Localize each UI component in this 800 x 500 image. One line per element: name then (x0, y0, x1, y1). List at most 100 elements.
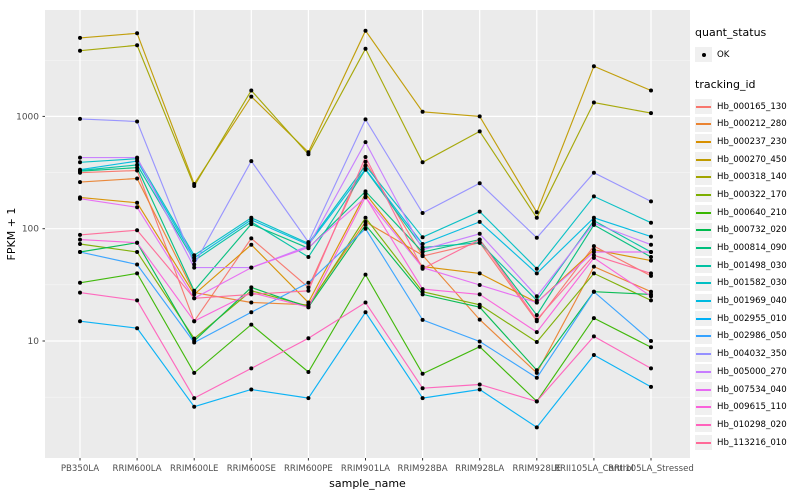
legend-key (695, 328, 712, 344)
line-swatch-icon (696, 370, 711, 373)
data-point (534, 317, 539, 322)
x-axis: PB350LA RRIM600LA RRIM600LE RRIM600SE RRIM60… (61, 458, 694, 474)
data-point (477, 237, 482, 242)
legend-item-Hb_001498_030: Hb_001498_030 (695, 257, 799, 275)
data-point (534, 300, 539, 305)
line-swatch-icon (696, 423, 711, 426)
data-point (192, 370, 197, 375)
data-point (363, 155, 368, 159)
data-point (306, 370, 311, 374)
data-point (78, 196, 82, 201)
data-point (78, 319, 82, 324)
legend-item-Hb_000318_140: Hb_000318_140 (695, 168, 799, 186)
y-tick-label: 1000 (16, 112, 39, 122)
line-swatch-icon (696, 300, 711, 303)
legend-item-label: Hb_001498_030 (717, 260, 787, 271)
line-swatch-icon (696, 140, 711, 143)
legend-key (695, 293, 712, 309)
data-point (534, 425, 539, 430)
data-point (249, 236, 254, 241)
data-point (135, 168, 140, 173)
data-point (420, 242, 425, 246)
data-point (649, 250, 653, 254)
data-point (249, 300, 254, 305)
data-point (477, 387, 482, 392)
data-point (78, 180, 82, 185)
data-point (534, 210, 539, 215)
data-point (135, 176, 140, 181)
data-point (306, 288, 311, 293)
data-point (534, 266, 539, 271)
data-point (192, 319, 197, 324)
data-point (249, 94, 254, 99)
data-point (534, 340, 539, 344)
line-swatch-icon (696, 282, 711, 285)
data-point (363, 189, 368, 194)
data-point (192, 296, 197, 301)
data-point (192, 262, 197, 267)
legend-key (695, 116, 712, 132)
data-point (192, 292, 197, 297)
data-point (477, 129, 482, 134)
data-point (534, 330, 539, 335)
legend-item-Hb_001969_040: Hb_001969_040 (695, 292, 799, 310)
data-point (649, 234, 653, 239)
legend-key (695, 47, 712, 63)
data-point (591, 334, 596, 339)
x-tick-label: RRIM600LA (113, 464, 162, 474)
legend-key (695, 311, 712, 327)
legend-key (695, 240, 712, 256)
data-point (477, 219, 482, 224)
data-point (420, 160, 425, 165)
legend-item-label: Hb_009615_110 (717, 402, 787, 413)
data-point (477, 283, 482, 287)
data-point (649, 242, 653, 247)
data-point (135, 326, 140, 331)
data-point (135, 159, 140, 164)
data-point (192, 396, 197, 401)
line-swatch-icon (696, 176, 711, 179)
legend-key (695, 346, 712, 362)
data-point (477, 240, 482, 245)
data-point (135, 155, 140, 160)
data-point (591, 64, 596, 69)
legend-item-label: Hb_000212_280 (717, 119, 787, 130)
data-point (420, 371, 425, 376)
legend-item-label: Hb_002986_050 (717, 331, 787, 342)
legend-quant-section: quant_status OK (695, 26, 799, 64)
legend-item-label: Hb_000165_130 (717, 101, 787, 112)
legend-item-label: Hb_002955_010 (717, 313, 787, 324)
data-point (249, 310, 254, 315)
data-point (363, 215, 368, 220)
data-point (649, 339, 653, 343)
x-tick-label: RRII105LA_Stressed (608, 464, 694, 474)
data-point (192, 255, 197, 260)
data-point (249, 387, 254, 392)
data-point (477, 209, 482, 214)
data-point (591, 264, 596, 269)
legend-key (695, 99, 712, 115)
legend-tracking-items: Hb_000165_130 Hb_000212_280 Hb_000237_230 H… (695, 98, 799, 452)
x-tick-label: RRIM600SE (227, 464, 276, 474)
legend-item-Hb_001582_030: Hb_001582_030 (695, 275, 799, 293)
legend-item-Hb_007534_040: Hb_007534_040 (695, 381, 799, 399)
data-point (78, 167, 82, 172)
data-point (534, 368, 539, 373)
data-point (78, 232, 82, 237)
line-swatch-icon (696, 193, 711, 196)
line-swatch-icon (696, 211, 711, 214)
data-points (78, 28, 653, 430)
data-point (78, 250, 82, 254)
data-point (591, 353, 596, 357)
data-point (306, 396, 311, 401)
data-point (591, 194, 596, 199)
data-point (135, 262, 140, 267)
data-point (135, 119, 140, 124)
line-swatch-icon (696, 264, 711, 267)
data-point (306, 305, 311, 310)
data-point (135, 31, 140, 36)
data-point (649, 384, 653, 389)
data-point (420, 396, 425, 401)
